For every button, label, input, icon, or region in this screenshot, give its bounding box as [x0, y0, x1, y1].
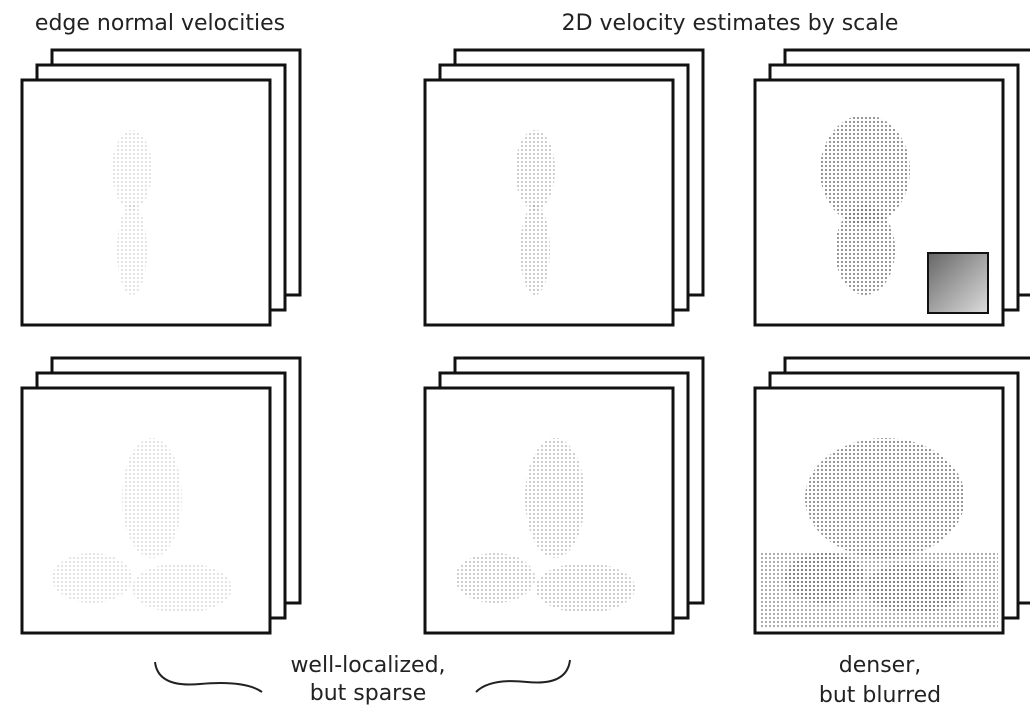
figure: edge normal velocities 2D velocity estim… — [0, 0, 1030, 717]
frame — [425, 80, 673, 325]
annotation: but sparse — [310, 681, 426, 706]
content — [515, 130, 555, 210]
content — [455, 553, 535, 603]
content — [52, 553, 132, 603]
brace — [155, 662, 262, 692]
content — [760, 553, 998, 628]
heading: 2D velocity estimates by scale — [562, 11, 899, 36]
content — [122, 438, 182, 558]
content — [835, 205, 895, 295]
inset — [928, 253, 988, 313]
frame — [22, 80, 270, 325]
heading: edge normal velocities — [35, 11, 285, 36]
content — [535, 563, 635, 613]
content — [525, 438, 585, 558]
content — [805, 438, 965, 558]
content — [112, 130, 152, 210]
brace — [476, 660, 570, 692]
annotation: well-localized, — [290, 653, 445, 678]
annotation: denser, — [839, 653, 921, 678]
frame-stacks — [22, 50, 1030, 633]
annotation: but blurred — [819, 683, 941, 708]
content — [520, 205, 550, 295]
content — [132, 563, 232, 613]
content — [117, 205, 147, 295]
